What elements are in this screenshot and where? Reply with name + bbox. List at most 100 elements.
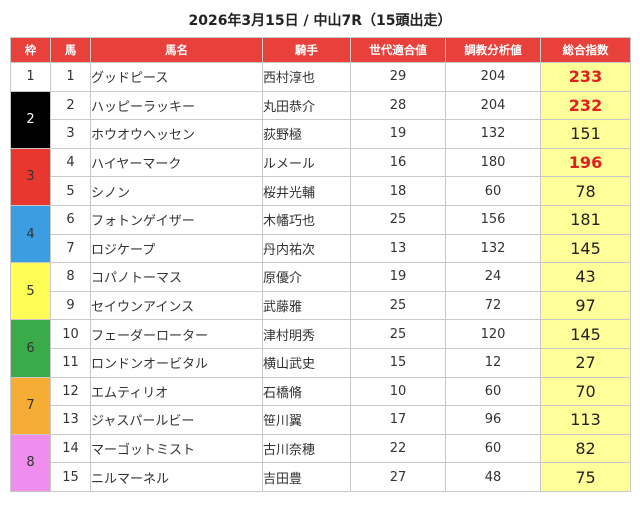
horse-name-cell: ホウオウヘッセン [90,119,263,149]
jockey-cell: 荻野極 [262,119,351,149]
analysis-cell: 12 [445,347,541,378]
table-row: 15 ニルマーネル 吉田豊 27 48 75 [11,462,631,492]
jockey-cell: 吉田豊 [262,462,351,492]
horse-name-cell: セイウンアインス [90,290,263,321]
umaban-cell: 7 [50,233,91,264]
umaban-cell: 11 [50,347,91,378]
generation-cell: 15 [350,347,446,378]
analysis-cell: 24 [445,262,541,292]
umaban-cell: 5 [50,176,91,206]
header-waku: 枠 [10,37,51,63]
header-analysis: 調教分析値 [445,37,541,63]
waku-cell: 6 [10,319,51,378]
umaban-cell: 6 [50,204,91,235]
umaban-cell: 9 [50,290,91,321]
horse-name-cell: ハッピーラッキー [90,90,263,121]
table-row: 4 6 フォトンゲイザー 木幡巧也 25 156 181 [10,204,631,264]
header-horse: 馬名 [90,37,263,63]
index-cell: 113 [540,405,631,435]
umaban-cell: 10 [50,319,91,349]
umaban-cell: 12 [50,376,91,407]
analysis-cell: 204 [445,90,541,121]
horse-name-cell: ロンドンオービタル [90,347,263,378]
generation-cell: 25 [350,319,446,349]
umaban-cell: 15 [50,462,91,492]
waku-cell: 2 [10,90,51,149]
analysis-cell: 60 [445,376,541,407]
table-row: 7 12 エムティリオ 石橋脩 10 60 70 [10,376,631,435]
waku-cell: 5 [10,262,51,321]
generation-cell: 19 [350,119,446,149]
table-row: 7 ロジケープ 丹内祐次 13 132 145 [11,233,631,264]
table-row: 5 シノン 桜井光輔 18 60 78 [11,176,631,206]
umaban-cell: 8 [50,262,91,292]
header-row: 枠 馬 馬名 騎手 世代適合値 調教分析値 総合指数 [10,37,631,63]
jockey-cell: 津村明秀 [262,319,351,349]
jockey-cell: 西村淳也 [262,62,351,92]
horse-name-cell: ニルマーネル [90,462,263,492]
race-table: 枠 馬 馬名 騎手 世代適合値 調教分析値 総合指数 1 1 グッドピース 西村淳也 2… [10,37,631,492]
horse-name-cell: マーゴットミスト [90,433,263,464]
umaban-cell: 13 [50,405,91,435]
jockey-cell: 笹川翼 [262,405,351,435]
horse-name-cell: ロジケープ [90,233,263,264]
jockey-cell: 石橋脩 [262,376,351,407]
horse-name-cell: ハイヤーマーク [90,147,263,178]
analysis-cell: 156 [445,204,541,235]
analysis-cell: 120 [445,319,541,349]
waku-cell: 4 [10,204,51,264]
umaban-cell: 1 [50,62,91,92]
table-row: 6 10 フェーダーローター 津村明秀 25 120 145 [10,319,631,378]
analysis-cell: 204 [445,62,541,92]
generation-cell: 22 [350,433,446,464]
jockey-cell: 木幡巧也 [262,204,351,235]
header-jockey: 騎手 [262,37,351,63]
generation-cell: 10 [350,376,446,407]
index-cell: 145 [540,233,631,264]
table-row: 3 4 ハイヤーマーク ルメール 16 180 196 [10,147,631,206]
index-cell: 70 [540,376,631,407]
horse-name-cell: フェーダーローター [90,319,263,349]
analysis-cell: 72 [445,290,541,321]
umaban-cell: 3 [50,119,91,149]
jockey-cell: 原優介 [262,262,351,292]
index-cell: 196 [540,147,631,178]
generation-cell: 18 [350,176,446,206]
analysis-cell: 60 [445,176,541,206]
generation-cell: 27 [350,462,446,492]
analysis-cell: 180 [445,147,541,178]
table-row: 13 ジャスパールビー 笹川翼 17 96 113 [11,405,631,435]
umaban-cell: 4 [50,147,91,178]
generation-cell: 17 [350,405,446,435]
index-cell: 233 [540,62,631,92]
table-row: 5 8 コパノトーマス 原優介 19 24 43 [10,262,631,321]
index-cell: 78 [540,176,631,206]
waku-cell: 3 [10,147,51,206]
horse-name-cell: ジャスパールビー [90,405,263,435]
jockey-cell: 古川奈穂 [262,433,351,464]
header-umaban: 馬 [50,37,91,63]
analysis-cell: 132 [445,233,541,264]
index-cell: 145 [540,319,631,349]
horse-name-cell: グッドピース [90,62,263,92]
index-cell: 181 [540,204,631,235]
jockey-cell: 武藤雅 [262,290,351,321]
header-generation: 世代適合値 [350,37,446,63]
jockey-cell: 丸田恭介 [262,90,351,121]
analysis-cell: 60 [445,433,541,464]
waku-cell: 8 [10,433,51,492]
generation-cell: 25 [350,290,446,321]
generation-cell: 28 [350,90,446,121]
horse-name-cell: シノン [90,176,263,206]
generation-cell: 16 [350,147,446,178]
horse-name-cell: エムティリオ [90,376,263,407]
generation-cell: 29 [350,62,446,92]
generation-cell: 19 [350,262,446,292]
umaban-cell: 2 [50,90,91,121]
waku-cell: 7 [10,376,51,435]
table-row: 11 ロンドンオービタル 横山武史 15 12 27 [11,347,631,378]
jockey-cell: 桜井光輔 [262,176,351,206]
table-row: 9 セイウンアインス 武藤雅 25 72 97 [11,290,631,321]
table-row: 2 2 ハッピーラッキー 丸田恭介 28 204 232 [10,90,631,149]
header-index: 総合指数 [540,37,631,63]
